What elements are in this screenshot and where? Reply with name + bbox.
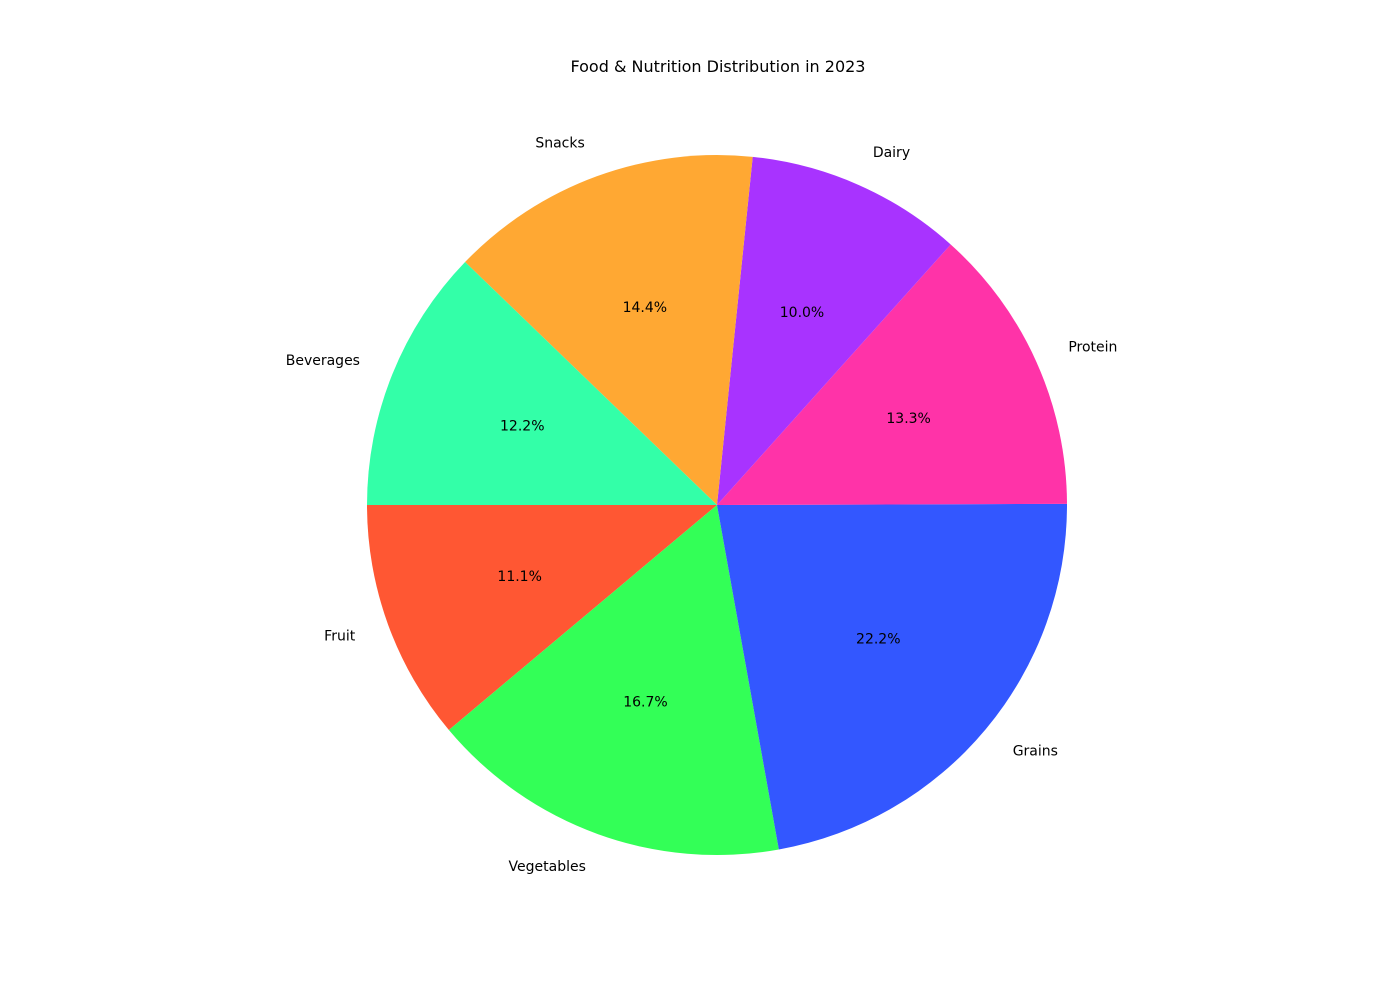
slice-percent-label-protein: 13.3%: [886, 411, 930, 427]
slice-category-label-protein: Protein: [1068, 340, 1117, 356]
slice-category-label-snacks: Snacks: [535, 135, 584, 151]
slice-category-label-vegetables: Vegetables: [509, 859, 586, 875]
slice-percent-label-fruit: 11.1%: [497, 569, 541, 585]
slice-percent-label-vegetables: 16.7%: [623, 694, 667, 710]
pie-slice-protein: [717, 244, 1067, 505]
slice-category-label-fruit: Fruit: [324, 629, 356, 645]
pie-slice-vegetables: [448, 505, 779, 855]
pie-slice-fruit: [367, 505, 717, 730]
slice-category-label-beverages: Beverages: [286, 353, 360, 369]
pie-slice-grains: [717, 503, 1067, 850]
pie-slice-beverages: [367, 262, 717, 505]
chart-title: Food & Nutrition Distribution in 2023: [570, 57, 866, 76]
slice-category-label-dairy: Dairy: [873, 145, 910, 161]
pie-slice-dairy: [717, 156, 951, 505]
slice-percent-label-beverages: 12.2%: [500, 418, 544, 434]
slice-category-label-grains: Grains: [1013, 744, 1058, 760]
slice-percent-label-snacks: 14.4%: [623, 300, 667, 316]
pie-slice-snacks: [465, 154, 753, 505]
slice-percent-label-dairy: 10.0%: [780, 305, 824, 321]
slice-percent-label-grains: 22.2%: [856, 631, 900, 647]
